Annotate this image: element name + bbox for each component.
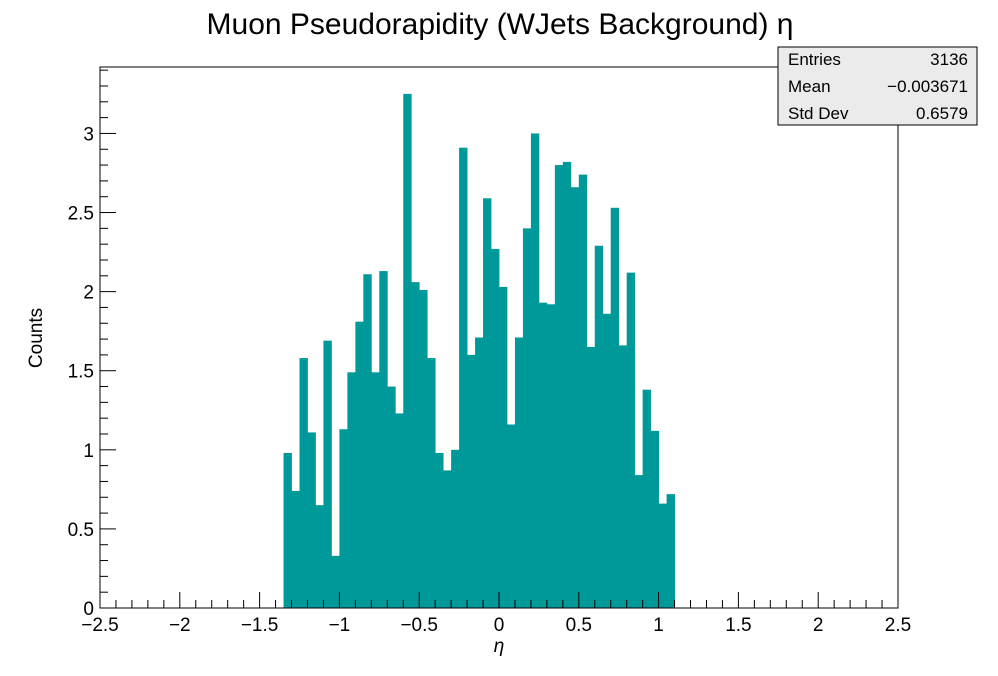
histogram-bar — [483, 198, 492, 609]
histogram-bar — [602, 313, 612, 608]
stats-entries-label: Entries — [788, 50, 841, 69]
histogram-bar — [650, 430, 659, 608]
histogram-bar — [578, 174, 588, 608]
histogram-bar — [435, 452, 444, 608]
x-axis-label: η — [494, 636, 505, 657]
y-tick-label: 1 — [83, 441, 94, 462]
x-tick-label: 2 — [813, 615, 824, 636]
x-tick-label: 2.5 — [885, 615, 911, 636]
histogram-bar — [387, 386, 396, 608]
histogram-bar — [530, 133, 540, 608]
histogram-bar — [610, 207, 620, 609]
histogram-bar — [491, 248, 500, 609]
stats-stddev-value: 0.6579 — [916, 104, 968, 123]
histogram-bar — [291, 490, 300, 608]
histogram-bar — [403, 93, 412, 608]
histogram-bar — [570, 187, 580, 608]
y-tick-label: 0 — [83, 599, 94, 620]
histogram-bar — [379, 271, 388, 608]
histogram-bar — [546, 304, 556, 608]
stats-stddev-label: Std Dev — [788, 104, 849, 123]
histogram-bar — [283, 452, 292, 608]
histogram-bar — [427, 358, 436, 608]
stats-box-background — [777, 46, 978, 126]
chart-title: Muon Pseudorapidity (WJets Background) η — [207, 8, 794, 41]
y-tick-label: 2 — [83, 283, 94, 304]
y-axis-ticks: 0 0.5 1 1.5 2 2.5 3 — [68, 69, 116, 620]
histogram-bar — [467, 354, 476, 608]
stats-mean-value: −0.003671 — [887, 77, 968, 96]
x-tick-label: −2 — [169, 615, 191, 636]
x-tick-label: −0.5 — [400, 615, 438, 636]
histogram-bar — [459, 147, 468, 608]
x-tick-label: 0 — [494, 615, 505, 636]
histogram-bars — [283, 93, 675, 609]
y-axis-label: Counts — [26, 308, 47, 368]
histogram-bar — [538, 302, 548, 608]
histogram-bar — [554, 165, 564, 608]
stats-mean-label: Mean — [788, 77, 831, 96]
histogram-bar — [499, 286, 508, 608]
x-tick-label: 0.5 — [566, 615, 592, 636]
stats-box: Entries 3136 Mean −0.003671 Std Dev 0.65… — [777, 46, 978, 126]
histogram-bar — [371, 372, 380, 608]
histogram-bar — [522, 228, 532, 608]
x-tick-label: 1.5 — [725, 615, 751, 636]
stats-entries-value: 3136 — [930, 50, 968, 69]
y-tick-label: 3 — [83, 124, 94, 145]
x-tick-label: −1.5 — [241, 615, 279, 636]
y-tick-label: 1.5 — [68, 362, 94, 383]
x-tick-label: 1 — [653, 615, 664, 636]
histogram-bar — [562, 161, 572, 608]
histogram-bar — [363, 274, 372, 608]
histogram-bar — [626, 272, 636, 608]
histogram-bar — [323, 340, 332, 608]
histogram-bar — [475, 337, 484, 608]
x-axis-ticks: −2.5 −2 −1.5 −1 −0.5 0 0.5 1 1.5 2 2.5 — [81, 592, 911, 636]
histogram-bar — [642, 389, 652, 608]
histogram-bar — [666, 494, 675, 608]
histogram-bar — [331, 555, 340, 608]
histogram-bar — [299, 358, 308, 608]
histogram-bar — [514, 337, 524, 608]
histogram-bar — [419, 290, 428, 608]
histogram-bar — [594, 245, 604, 608]
x-tick-label: −2.5 — [81, 615, 119, 636]
histogram-bar — [395, 413, 404, 608]
histogram-bar — [347, 372, 356, 608]
x-tick-label: −1 — [329, 615, 351, 636]
y-tick-label: 0.5 — [68, 520, 94, 541]
histogram-bar — [658, 503, 667, 608]
histogram-bar — [586, 346, 596, 608]
histogram-bar — [506, 424, 516, 608]
histogram-bar — [355, 321, 364, 608]
histogram-bar — [618, 345, 628, 608]
histogram-bar — [634, 475, 644, 608]
histogram-bar — [443, 470, 452, 608]
histogram-bar — [315, 505, 324, 608]
histogram-bar — [451, 449, 460, 608]
y-tick-label: 2.5 — [68, 204, 94, 225]
histogram-bar — [307, 432, 316, 608]
histogram-bar — [339, 429, 348, 608]
histogram-bar — [411, 282, 420, 608]
